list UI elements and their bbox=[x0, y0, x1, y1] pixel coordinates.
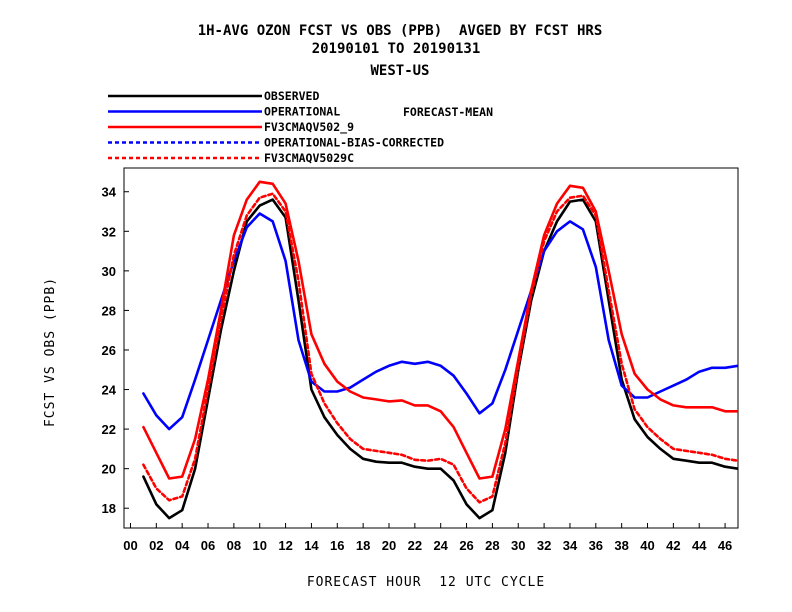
x-tick-label: 40 bbox=[640, 538, 654, 553]
series-line-fv3cmaqv502-9 bbox=[142, 180, 738, 480]
y-tick-label: 18 bbox=[102, 501, 116, 516]
x-tick-label: 04 bbox=[175, 538, 190, 553]
legend-label: OPERATIONAL bbox=[264, 105, 340, 119]
y-tick-label: 30 bbox=[102, 264, 116, 279]
x-tick-label: 38 bbox=[614, 538, 628, 553]
x-tick-label: 30 bbox=[511, 538, 525, 553]
x-tick-label: 18 bbox=[356, 538, 370, 553]
x-tick-label: 44 bbox=[692, 538, 707, 553]
x-tick-label: 34 bbox=[563, 538, 578, 553]
legend-label: FV3CMAQV5029C bbox=[264, 151, 354, 165]
x-tick-label: 08 bbox=[227, 538, 241, 553]
x-tick-label: 20 bbox=[382, 538, 396, 553]
y-tick-label: 22 bbox=[102, 422, 116, 437]
x-tick-label: 02 bbox=[149, 538, 163, 553]
x-tick-label: 10 bbox=[252, 538, 266, 553]
x-tick-label: 36 bbox=[589, 538, 603, 553]
y-tick-label: 20 bbox=[102, 462, 116, 477]
x-tick-label: 14 bbox=[304, 538, 319, 553]
series-line-operational bbox=[142, 212, 738, 431]
y-tick-label: 32 bbox=[102, 224, 116, 239]
axis-ticks: 00 02 04 06 08 10 12 14 16 18 20 22 24 26 28 30 32 34 36 38… bbox=[102, 185, 733, 553]
x-tick-label: 28 bbox=[485, 538, 499, 553]
x-tick-label: 12 bbox=[278, 538, 292, 553]
y-tick-label: 28 bbox=[102, 303, 116, 318]
y-tick-label: 34 bbox=[102, 185, 117, 200]
x-axis-label: FORECAST HOUR 12 UTC CYCLE bbox=[307, 575, 545, 590]
legend-label: FV3CMAQV502_9 bbox=[264, 120, 354, 135]
y-tick-label: 24 bbox=[102, 383, 117, 398]
series-line-fv3cmaqv5029c bbox=[142, 192, 738, 504]
legend: OBSERVED OPERATIONALFV3CMAQV502_9OPERATIO… bbox=[108, 89, 444, 165]
y-axis-label: FCST VS OBS (PPB) bbox=[43, 277, 58, 427]
chart-title-line-1: 1H-AVG OZON FCST VS OBS (PPB) AVGED BY F… bbox=[198, 23, 603, 39]
x-tick-label: 24 bbox=[433, 538, 448, 553]
legend-label: OPERATIONAL-BIAS-CORRECTED bbox=[264, 136, 444, 150]
x-tick-label: 00 bbox=[123, 538, 137, 553]
x-tick-label: 16 bbox=[330, 538, 344, 553]
x-tick-label: 26 bbox=[459, 538, 473, 553]
x-tick-label: 46 bbox=[718, 538, 732, 553]
plot-frame bbox=[123, 167, 739, 529]
legend-label: OBSERVED bbox=[264, 89, 319, 103]
y-tick-label: 26 bbox=[102, 343, 116, 358]
x-tick-label: 22 bbox=[408, 538, 422, 553]
legend-note-forecast-mean: FORECAST-MEAN bbox=[403, 105, 493, 119]
chart-title-line-3: WEST-US bbox=[370, 63, 429, 79]
x-tick-label: 06 bbox=[201, 538, 215, 553]
chart-title-line-2: 20190101 TO 20190131 bbox=[312, 41, 481, 57]
x-tick-label: 42 bbox=[666, 538, 680, 553]
series-lines bbox=[142, 180, 738, 520]
x-tick-label: 32 bbox=[537, 538, 551, 553]
